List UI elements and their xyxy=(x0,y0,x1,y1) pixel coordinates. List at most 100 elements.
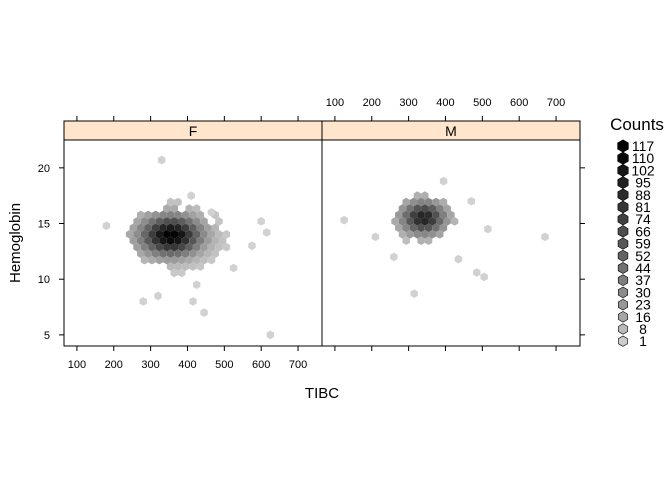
hex-cell xyxy=(398,217,407,226)
hex-cell xyxy=(413,217,422,226)
hex-cell xyxy=(428,217,436,226)
legend-swatch xyxy=(618,335,628,347)
hex-cell xyxy=(391,217,399,226)
hex-outlier xyxy=(248,241,256,251)
legend-swatch xyxy=(617,176,629,189)
hex-cell xyxy=(421,204,429,213)
hex-outlier xyxy=(454,254,463,264)
hex-cell xyxy=(159,223,167,233)
hex-cell xyxy=(200,242,208,252)
x-tick-label-top: 600 xyxy=(510,97,528,109)
hex-cell xyxy=(170,242,178,252)
hex-cell xyxy=(151,223,160,233)
panel-female: F xyxy=(63,120,323,347)
y-tick-label: 20 xyxy=(38,163,50,175)
hex-cell xyxy=(189,262,197,271)
hex-cell xyxy=(144,236,152,246)
y-tick-label: 5 xyxy=(44,330,50,342)
legend-swatch xyxy=(617,237,629,250)
hex-outlier xyxy=(390,252,398,262)
legend-label: 30 xyxy=(635,284,651,300)
hex-cell xyxy=(166,197,175,207)
hex-cell xyxy=(177,268,186,278)
hex-cell xyxy=(181,249,190,258)
hex-cell xyxy=(421,191,429,200)
hex-cell xyxy=(163,230,171,239)
hex-cell xyxy=(417,223,425,233)
legend-swatch xyxy=(617,151,629,165)
x-tick-label-top: 400 xyxy=(436,97,454,109)
legend-label: 88 xyxy=(635,187,651,203)
hex-cell xyxy=(170,255,178,265)
hex-cell xyxy=(413,191,422,200)
legend-label: 95 xyxy=(635,175,651,191)
hex-cell xyxy=(435,217,444,226)
legend-label: 37 xyxy=(635,272,651,288)
hex-outlier xyxy=(200,308,208,317)
hex-cell xyxy=(166,210,175,220)
hex-layer-f xyxy=(102,155,275,340)
hex-cell xyxy=(204,223,212,233)
hex-cell xyxy=(196,223,205,233)
y-tick-label: 15 xyxy=(38,219,50,231)
hex-cell xyxy=(428,204,436,213)
hex-cell xyxy=(166,262,175,271)
hex-cell xyxy=(185,242,193,252)
hex-cell xyxy=(192,217,201,226)
hex-cell xyxy=(189,223,197,233)
panel-male: M xyxy=(321,120,581,347)
y-axis-title: Hemoglobin xyxy=(7,203,24,283)
legend-swatch xyxy=(617,163,629,177)
hex-cell xyxy=(185,204,193,213)
hex-cell xyxy=(137,223,145,233)
hex-cell xyxy=(417,210,425,220)
legend-swatch xyxy=(617,200,629,214)
hex-outlier xyxy=(484,224,492,234)
x-tick-label-top: 500 xyxy=(473,97,491,109)
hex-cell xyxy=(137,210,145,220)
hex-cell xyxy=(409,197,418,207)
hex-cell xyxy=(177,255,186,265)
hex-cell xyxy=(137,236,145,246)
x-tick-label-bottom: 300 xyxy=(141,359,159,371)
hex-cell xyxy=(181,223,190,233)
hex-cell xyxy=(409,210,418,220)
plot-frame-m xyxy=(321,139,581,347)
x-tick-label-bottom: 500 xyxy=(215,359,233,371)
hex-cell xyxy=(133,242,141,252)
hex-cell xyxy=(443,217,451,226)
hex-cell xyxy=(215,217,223,226)
hex-cell xyxy=(155,230,164,239)
hex-cell xyxy=(185,255,193,265)
hex-cell xyxy=(144,210,152,220)
hex-cell xyxy=(424,197,433,207)
hex-cell xyxy=(424,223,433,233)
hex-cell xyxy=(170,217,178,226)
hex-cell xyxy=(395,210,403,220)
hex-cell xyxy=(192,204,201,213)
hex-cell xyxy=(189,236,197,246)
hex-cell xyxy=(447,210,455,220)
x-tick-label-top: 100 xyxy=(326,97,344,109)
legend-label: 16 xyxy=(635,309,651,325)
hex-cell xyxy=(413,204,422,213)
hex-cell xyxy=(159,249,167,258)
hex-cell xyxy=(395,223,403,233)
hex-cell xyxy=(174,223,182,233)
hex-cell xyxy=(192,242,201,252)
legend-label: 59 xyxy=(635,236,651,252)
hex-cell xyxy=(435,204,444,213)
hex-cell xyxy=(211,223,219,233)
legend-swatch xyxy=(617,286,629,299)
hex-cell xyxy=(155,255,164,265)
hex-cell xyxy=(432,223,440,233)
hex-cell xyxy=(137,249,145,258)
legend-swatch xyxy=(617,262,629,274)
hex-cell xyxy=(413,230,422,239)
strip-label-f: F xyxy=(189,123,198,139)
hex-cell xyxy=(222,230,231,239)
counts-legend: Counts 117110102958881746659524437302316… xyxy=(610,115,664,349)
hex-layer-m xyxy=(340,176,549,298)
hex-cell xyxy=(185,230,193,239)
legend-swatch xyxy=(617,225,629,238)
